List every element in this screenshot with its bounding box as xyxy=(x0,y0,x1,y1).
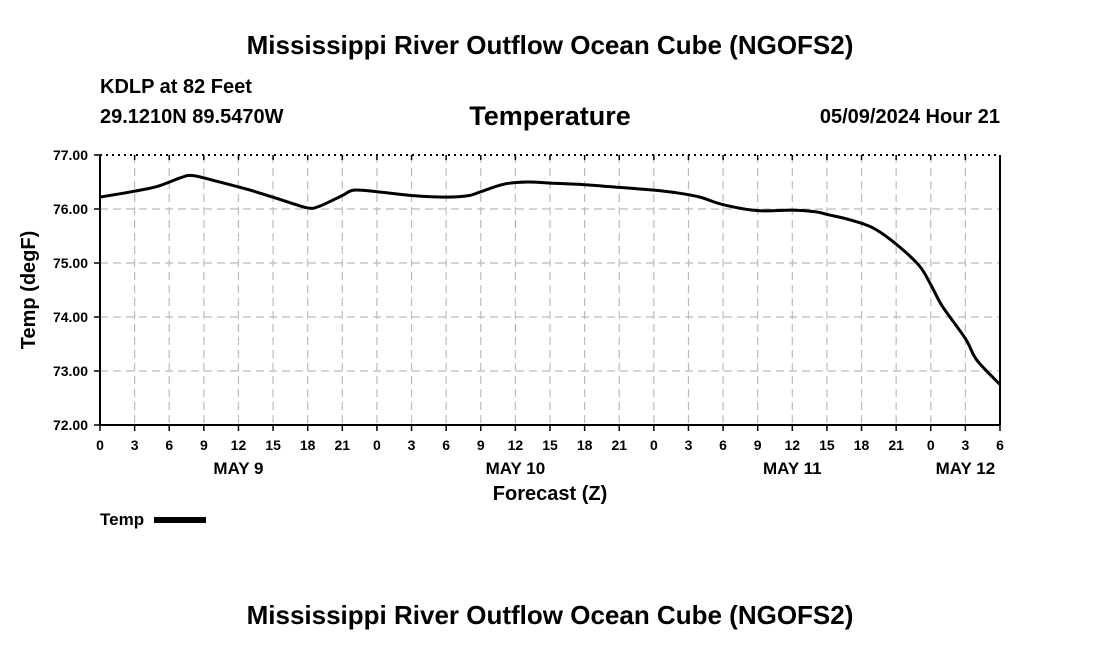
axes xyxy=(94,154,1001,431)
x-tick-label: 18 xyxy=(577,437,593,453)
footer-title: Mississippi River Outflow Ocean Cube (NG… xyxy=(246,600,854,630)
x-tick-label: 21 xyxy=(335,437,351,453)
station-coordinates: 29.1210N 89.5470W xyxy=(100,106,284,128)
forecast-datetime: 05/09/2024 Hour 21 xyxy=(819,106,1000,128)
x-tick-label: 6 xyxy=(442,437,450,453)
x-tick-label: 18 xyxy=(854,437,870,453)
x-tick-label: 12 xyxy=(785,437,801,453)
x-tick-label: 9 xyxy=(477,437,485,453)
y-tick-label: 75.00 xyxy=(53,255,88,271)
station-label: KDLP at 82 Feet xyxy=(100,76,252,98)
x-tick-label: 15 xyxy=(819,437,835,453)
x-tick-label: 6 xyxy=(165,437,173,453)
x-tick-label: 18 xyxy=(300,437,316,453)
x-tick-label: 0 xyxy=(96,437,104,453)
x-tick-label: 21 xyxy=(888,437,904,453)
y-tick-label: 74.00 xyxy=(53,309,88,325)
legend: Temp xyxy=(100,510,207,530)
x-tick-label: 12 xyxy=(231,437,247,453)
x-tick-label: 21 xyxy=(611,437,627,453)
x-tick-label: 3 xyxy=(131,437,139,453)
x-tick-label: 6 xyxy=(719,437,727,453)
x-tick-label: 15 xyxy=(265,437,281,453)
x-tick-label: 0 xyxy=(650,437,658,453)
y-tick-label: 77.00 xyxy=(53,147,88,163)
day-label: MAY 12 xyxy=(936,459,996,478)
y-tick-label: 73.00 xyxy=(53,363,88,379)
x-tick-label: 15 xyxy=(542,437,558,453)
grid xyxy=(100,155,1000,425)
day-label: MAY 9 xyxy=(213,459,263,478)
legend-label: Temp xyxy=(100,510,145,529)
x-tick-label: 3 xyxy=(685,437,693,453)
x-tick-label: 0 xyxy=(373,437,381,453)
day-label: MAY 10 xyxy=(486,459,546,478)
x-tick-label: 6 xyxy=(996,437,1004,453)
parameter-title: Temperature xyxy=(469,101,631,131)
x-tick-label: 12 xyxy=(508,437,524,453)
y-tick-label: 72.00 xyxy=(53,417,88,433)
legend-line-swatch xyxy=(154,517,207,523)
series xyxy=(99,173,1002,386)
x-tick-label: 0 xyxy=(927,437,935,453)
x-tick-label: 9 xyxy=(754,437,762,453)
x-tick-label: 3 xyxy=(408,437,416,453)
x-tick-label: 9 xyxy=(200,437,208,453)
x-axis-label: Forecast (Z) xyxy=(493,483,607,505)
tick-labels: 72.00 73.00 74.00 75.00 76.00 77.00 0 3 6 9 12 15 18… xyxy=(53,147,1004,478)
y-tick-label: 76.00 xyxy=(53,201,88,217)
series-line-temp xyxy=(99,173,1002,386)
y-axis-label: Temp (degF) xyxy=(18,231,40,350)
x-tick-label: 3 xyxy=(961,437,969,453)
day-label: MAY 11 xyxy=(763,459,822,478)
chart-title: Mississippi River Outflow Ocean Cube (NG… xyxy=(246,30,854,60)
